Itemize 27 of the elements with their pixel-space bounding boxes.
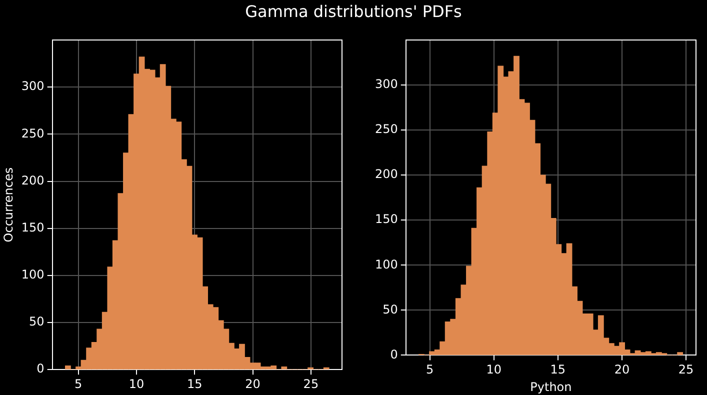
y-tick-label: 150 <box>21 220 44 234</box>
x-tick-label: 5 <box>74 376 82 391</box>
y-tick-label: 50 <box>382 302 398 316</box>
y-tick-label: 100 <box>374 257 398 272</box>
x-tick-label: 10 <box>128 376 144 391</box>
x-tick-label: 10 <box>486 362 502 377</box>
y-tick-label: 250 <box>374 122 398 136</box>
x-tick-label: 5 <box>426 362 434 377</box>
x-tick-label: 25 <box>303 376 319 391</box>
y-tick-label: 300 <box>374 77 398 92</box>
y-tick-label: 50 <box>29 314 44 329</box>
chart-title: Gamma distributions' PDFs <box>244 2 463 22</box>
y-tick-label: 200 <box>21 173 44 188</box>
y-axis-title: Occurrences <box>1 167 16 242</box>
y-tick-label: 150 <box>374 212 398 226</box>
y-tick-label: 300 <box>21 79 44 94</box>
x-tick-label: 15 <box>187 376 202 391</box>
x-tick-label: 20 <box>245 376 260 391</box>
x-tick-label: 15 <box>550 362 566 377</box>
y-tick-label: 100 <box>21 268 44 282</box>
x-tick-label: 20 <box>614 362 630 377</box>
y-tick-label: 0 <box>390 347 398 362</box>
y-tick-label: 250 <box>21 126 44 140</box>
y-tick-label: 200 <box>374 167 398 182</box>
y-tick-label: 0 <box>36 362 44 376</box>
x-tick-label: 25 <box>678 362 694 377</box>
x-axis-title: Python <box>530 380 572 394</box>
